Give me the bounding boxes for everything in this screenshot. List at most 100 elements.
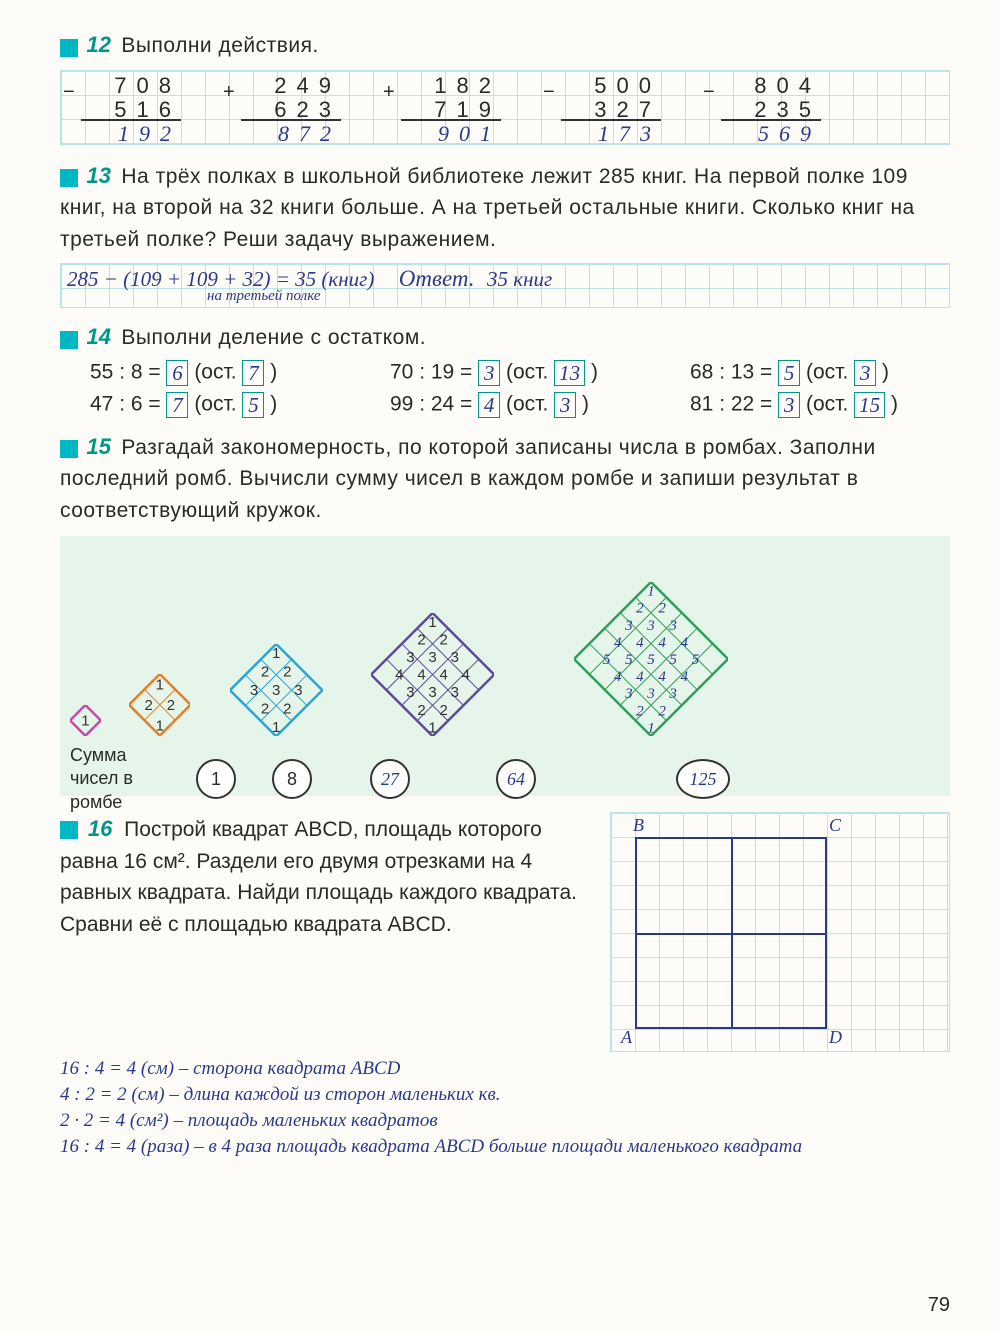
svg-text:3: 3 (295, 682, 303, 699)
svg-text:2: 2 (144, 697, 152, 714)
svg-text:1: 1 (81, 713, 89, 730)
svg-text:5: 5 (603, 652, 611, 668)
task-text: Разгадай закономерность, по которой запи… (60, 436, 876, 522)
svg-text:3: 3 (668, 686, 677, 702)
svg-text:2: 2 (261, 663, 269, 680)
svg-text:2: 2 (261, 700, 269, 717)
task-15: 1 5 Разгадай закономерность, по которой з… (60, 432, 950, 797)
task-number: 12 (86, 32, 110, 58)
svg-text:1: 1 (272, 719, 280, 736)
division-item: 47 : 6 = 7 (ост. 5 ) (90, 392, 350, 418)
rhombus-svg: 1223334444555554444333221 (574, 582, 728, 736)
svg-text:3: 3 (646, 686, 655, 702)
svg-text:1: 1 (647, 720, 655, 736)
division-row: 47 : 6 = 7 (ост. 5 )99 : 24 = 4 (ост. 3 … (90, 392, 950, 418)
svg-text:3: 3 (428, 684, 436, 701)
task-title: Выполни деление с остатком. (121, 326, 426, 349)
svg-text:2: 2 (417, 702, 425, 719)
svg-text:2: 2 (636, 703, 644, 719)
division-item: 68 : 13 = 5 (ост. 3 ) (690, 360, 950, 386)
rhombus-svg: 1 (70, 705, 101, 736)
svg-text:1: 1 (428, 719, 436, 736)
arithmetic-grid: −708516192 +249623872 +182719901 −500327173… (60, 70, 950, 145)
rhombus: 1 (70, 705, 101, 736)
division-rows: 55 : 8 = 6 (ост. 7 )70 : 19 = 3 (ост. 13… (60, 360, 950, 418)
svg-text:4: 4 (658, 669, 666, 685)
svg-text:3: 3 (272, 682, 280, 699)
task-title: Выполни действия. (121, 34, 318, 57)
work-line: 16 : 4 = 4 (см) – сторона квадрата ABCD (60, 1058, 950, 1080)
svg-text:2: 2 (284, 663, 292, 680)
task-marker (60, 331, 78, 349)
svg-text:3: 3 (450, 649, 458, 666)
arithmetic-column: −500327173 (561, 73, 661, 142)
arithmetic-column: −708516192 (81, 73, 181, 142)
sum-circle: 125 (676, 759, 730, 799)
arithmetic-column: +249623872 (241, 73, 341, 142)
svg-text:1: 1 (155, 718, 163, 735)
svg-text:4: 4 (461, 666, 469, 683)
task-number: 14 (86, 324, 110, 350)
task-14: 14 Выполни деление с остатком. 55 : 8 = … (60, 322, 950, 418)
sum-row: Сумма чисел в ромбе 182764125 (70, 744, 940, 814)
work-line: 2 · 2 = 4 (см²) – площадь маленьких квад… (60, 1110, 950, 1132)
task-12: 12 Выполни действия. −708516192 +24962387… (60, 30, 950, 145)
construction-grid: B C A D (610, 812, 950, 1052)
work-line: 4 : 2 = 2 (см) – длина каждой из сторон … (60, 1084, 950, 1106)
sum-circle: 64 (496, 759, 536, 799)
answer-value: 35 книг (487, 267, 552, 291)
svg-text:2: 2 (658, 703, 666, 719)
svg-text:1: 1 (647, 584, 655, 600)
task-marker (60, 821, 78, 839)
svg-text:2: 2 (439, 631, 447, 648)
task-marker (60, 39, 78, 57)
svg-text:2: 2 (417, 631, 425, 648)
work-line: 16 : 4 = 4 (раза) – в 4 раза площадь ква… (60, 1136, 950, 1158)
svg-text:3: 3 (646, 618, 655, 634)
svg-text:4: 4 (439, 666, 447, 683)
rhombus-panel: 1122112233322112233344443332211223334444… (60, 536, 950, 796)
division-item: 55 : 8 = 6 (ост. 7 ) (90, 360, 350, 386)
answer-note: на третьей полке (207, 288, 943, 305)
svg-text:2: 2 (658, 601, 666, 617)
svg-text:5: 5 (669, 652, 677, 668)
task-text: На трёх полках в школьной библиотеке леж… (60, 165, 915, 251)
sum-label: Сумма чисел в ромбе (70, 744, 170, 814)
svg-text:2: 2 (167, 697, 175, 714)
rhombus-svg: 122333221 (230, 644, 322, 736)
vertex-d: D (829, 1027, 842, 1048)
svg-text:5: 5 (625, 652, 633, 668)
svg-text:2: 2 (284, 700, 292, 717)
vertex-b: B (633, 815, 644, 836)
rhombus: 1223334444555554444333221 (574, 582, 728, 736)
svg-text:2: 2 (636, 601, 644, 617)
svg-text:3: 3 (624, 618, 633, 634)
svg-text:1: 1 (272, 645, 280, 662)
svg-text:4: 4 (614, 635, 622, 651)
svg-text:4: 4 (636, 669, 644, 685)
rhombus: 122333221 (230, 644, 322, 736)
svg-text:4: 4 (395, 666, 403, 683)
svg-text:4: 4 (614, 669, 622, 685)
sum-circles: 182764125 (190, 759, 730, 799)
rhombus-row: 1122112233322112233344443332211223334444… (70, 556, 940, 736)
svg-text:2: 2 (439, 702, 447, 719)
svg-text:3: 3 (406, 684, 414, 701)
svg-text:5: 5 (692, 652, 700, 668)
answer-grid-line: 285 − (109 + 109 + 32) = 35 (книг) Ответ… (60, 263, 950, 308)
arithmetic-column: −804235569 (721, 73, 821, 142)
svg-text:3: 3 (250, 682, 258, 699)
task-number: 16 (88, 812, 112, 845)
svg-text:3: 3 (450, 684, 458, 701)
task-marker (60, 440, 78, 458)
rhombus: 1223334444333221 (371, 613, 494, 736)
vertex-a: A (621, 1027, 632, 1048)
task-number: 13 (86, 163, 110, 189)
svg-text:1: 1 (155, 677, 163, 694)
arithmetic-column: +182719901 (401, 73, 501, 142)
svg-text:4: 4 (658, 635, 666, 651)
svg-text:5: 5 (647, 652, 655, 668)
sum-circle: 27 (370, 759, 410, 799)
division-row: 55 : 8 = 6 (ост. 7 )70 : 19 = 3 (ост. 13… (90, 360, 950, 386)
svg-text:4: 4 (680, 669, 688, 685)
